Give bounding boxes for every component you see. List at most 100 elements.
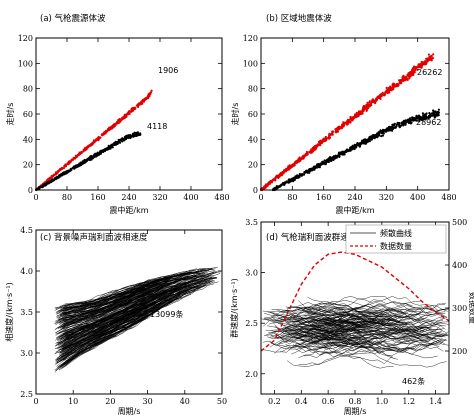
dispersion-curve	[61, 301, 152, 344]
dispersion-curve	[59, 285, 199, 362]
dispersion-curve	[308, 307, 390, 320]
scatter-point	[147, 93, 150, 96]
scatter-point	[131, 135, 134, 138]
scatter-point	[336, 126, 339, 129]
dispersion-curve	[264, 312, 432, 331]
scatter-point	[308, 168, 311, 171]
scatter-point	[408, 120, 411, 124]
scatter-point	[37, 187, 40, 190]
scatter-point	[47, 178, 50, 181]
x-tick-label: 30	[143, 397, 153, 406]
scatter-point	[98, 153, 101, 156]
scatter-point	[324, 136, 327, 139]
scatter-point	[420, 60, 423, 64]
y2-tick-label: 400	[452, 261, 467, 270]
dispersion-curve	[317, 308, 446, 325]
scatter-point	[349, 148, 352, 151]
scatter-point	[303, 156, 306, 159]
scatter-point	[313, 165, 317, 168]
scatter-point	[102, 133, 105, 136]
scatter-point	[129, 134, 132, 137]
dispersion-curve	[279, 306, 448, 325]
scatter-point	[321, 140, 324, 143]
scatter-point	[137, 133, 140, 136]
scatter-point	[55, 173, 58, 176]
dispersion-curve	[56, 293, 192, 368]
scatter-point	[139, 102, 142, 105]
dispersion-curve	[58, 306, 155, 357]
panel-d: 0.2 0.4 0.6 0.8 1.0 1.2 1.4 2.0 2.5 3.0 3.5 200 300 4…	[229, 218, 474, 416]
scatter-point	[421, 118, 424, 122]
scatter-point	[362, 142, 365, 145]
scatter-point	[427, 116, 430, 120]
scatter-point	[374, 101, 377, 104]
scatter-point	[406, 78, 409, 81]
x-tick-label: 1.0	[375, 397, 388, 406]
scatter-point	[282, 172, 285, 175]
scatter-point	[121, 117, 124, 120]
dispersion-curve	[64, 317, 149, 367]
scatter-point	[146, 96, 149, 99]
scatter-point	[365, 109, 368, 112]
dispersion-curve	[278, 320, 380, 337]
dispersion-curve	[55, 277, 212, 346]
panel-c-xlabel: 周期/s	[118, 407, 141, 416]
dispersion-curve	[58, 281, 210, 363]
scatter-point	[411, 67, 414, 70]
dispersion-curve	[55, 293, 151, 334]
scatter-point	[293, 176, 296, 179]
legend-count-label: 数据数量	[380, 241, 412, 251]
scatter-point	[117, 140, 121, 143]
scatter-point	[398, 125, 401, 128]
dispersion-curve	[265, 318, 360, 336]
y-tick-label: 20	[23, 161, 33, 170]
scatter-point	[112, 126, 115, 129]
dispersion-curve	[293, 328, 421, 345]
x-tick-label: 160	[316, 193, 331, 202]
scatter-point	[308, 151, 311, 154]
scatter-point	[432, 53, 435, 56]
scatter-point	[391, 83, 394, 86]
scatter-point	[417, 66, 420, 69]
scatter-point	[47, 182, 50, 185]
scatter-point	[92, 155, 95, 158]
panel-b-axes: 0 80 160 240 320 400 480 0 20 40 60 80 100 120	[243, 34, 457, 202]
scatter-point	[386, 127, 389, 130]
scatter-point	[117, 121, 120, 125]
x-tick-label: 40	[180, 397, 190, 406]
scatter-point	[322, 137, 325, 140]
scatter-point	[402, 79, 405, 82]
dispersion-curve	[63, 292, 159, 335]
scatter-point	[99, 136, 102, 139]
y-tick-label: 3.0	[20, 349, 33, 358]
scatter-point	[417, 63, 420, 66]
scatter-point	[51, 180, 54, 183]
scatter-point	[381, 134, 384, 137]
dispersion-curve	[297, 312, 426, 332]
scatter-point	[389, 85, 392, 88]
scatter-point	[114, 142, 117, 145]
scatter-point	[424, 63, 427, 66]
scatter-point	[101, 134, 104, 137]
scatter-point	[416, 68, 419, 71]
scatter-point	[109, 147, 112, 150]
scatter-point	[63, 164, 66, 168]
x-tick-label: 0.2	[268, 397, 281, 406]
scatter-point	[100, 150, 103, 153]
x-tick-label: 240	[121, 193, 136, 202]
scatter-point	[50, 175, 54, 178]
panel-c-curve-count: 13099条	[150, 309, 183, 319]
scatter-point	[329, 159, 333, 163]
scatter-point	[330, 133, 333, 136]
scatter-point	[381, 93, 384, 96]
scatter-point	[283, 170, 286, 173]
scatter-point	[327, 137, 331, 140]
scatter-point	[353, 144, 357, 147]
scatter-point	[85, 147, 88, 150]
scatter-point	[94, 139, 97, 142]
scatter-point	[104, 148, 107, 151]
scatter-point	[316, 166, 319, 169]
scatter-point	[418, 119, 421, 123]
dispersion-curve	[63, 270, 220, 328]
